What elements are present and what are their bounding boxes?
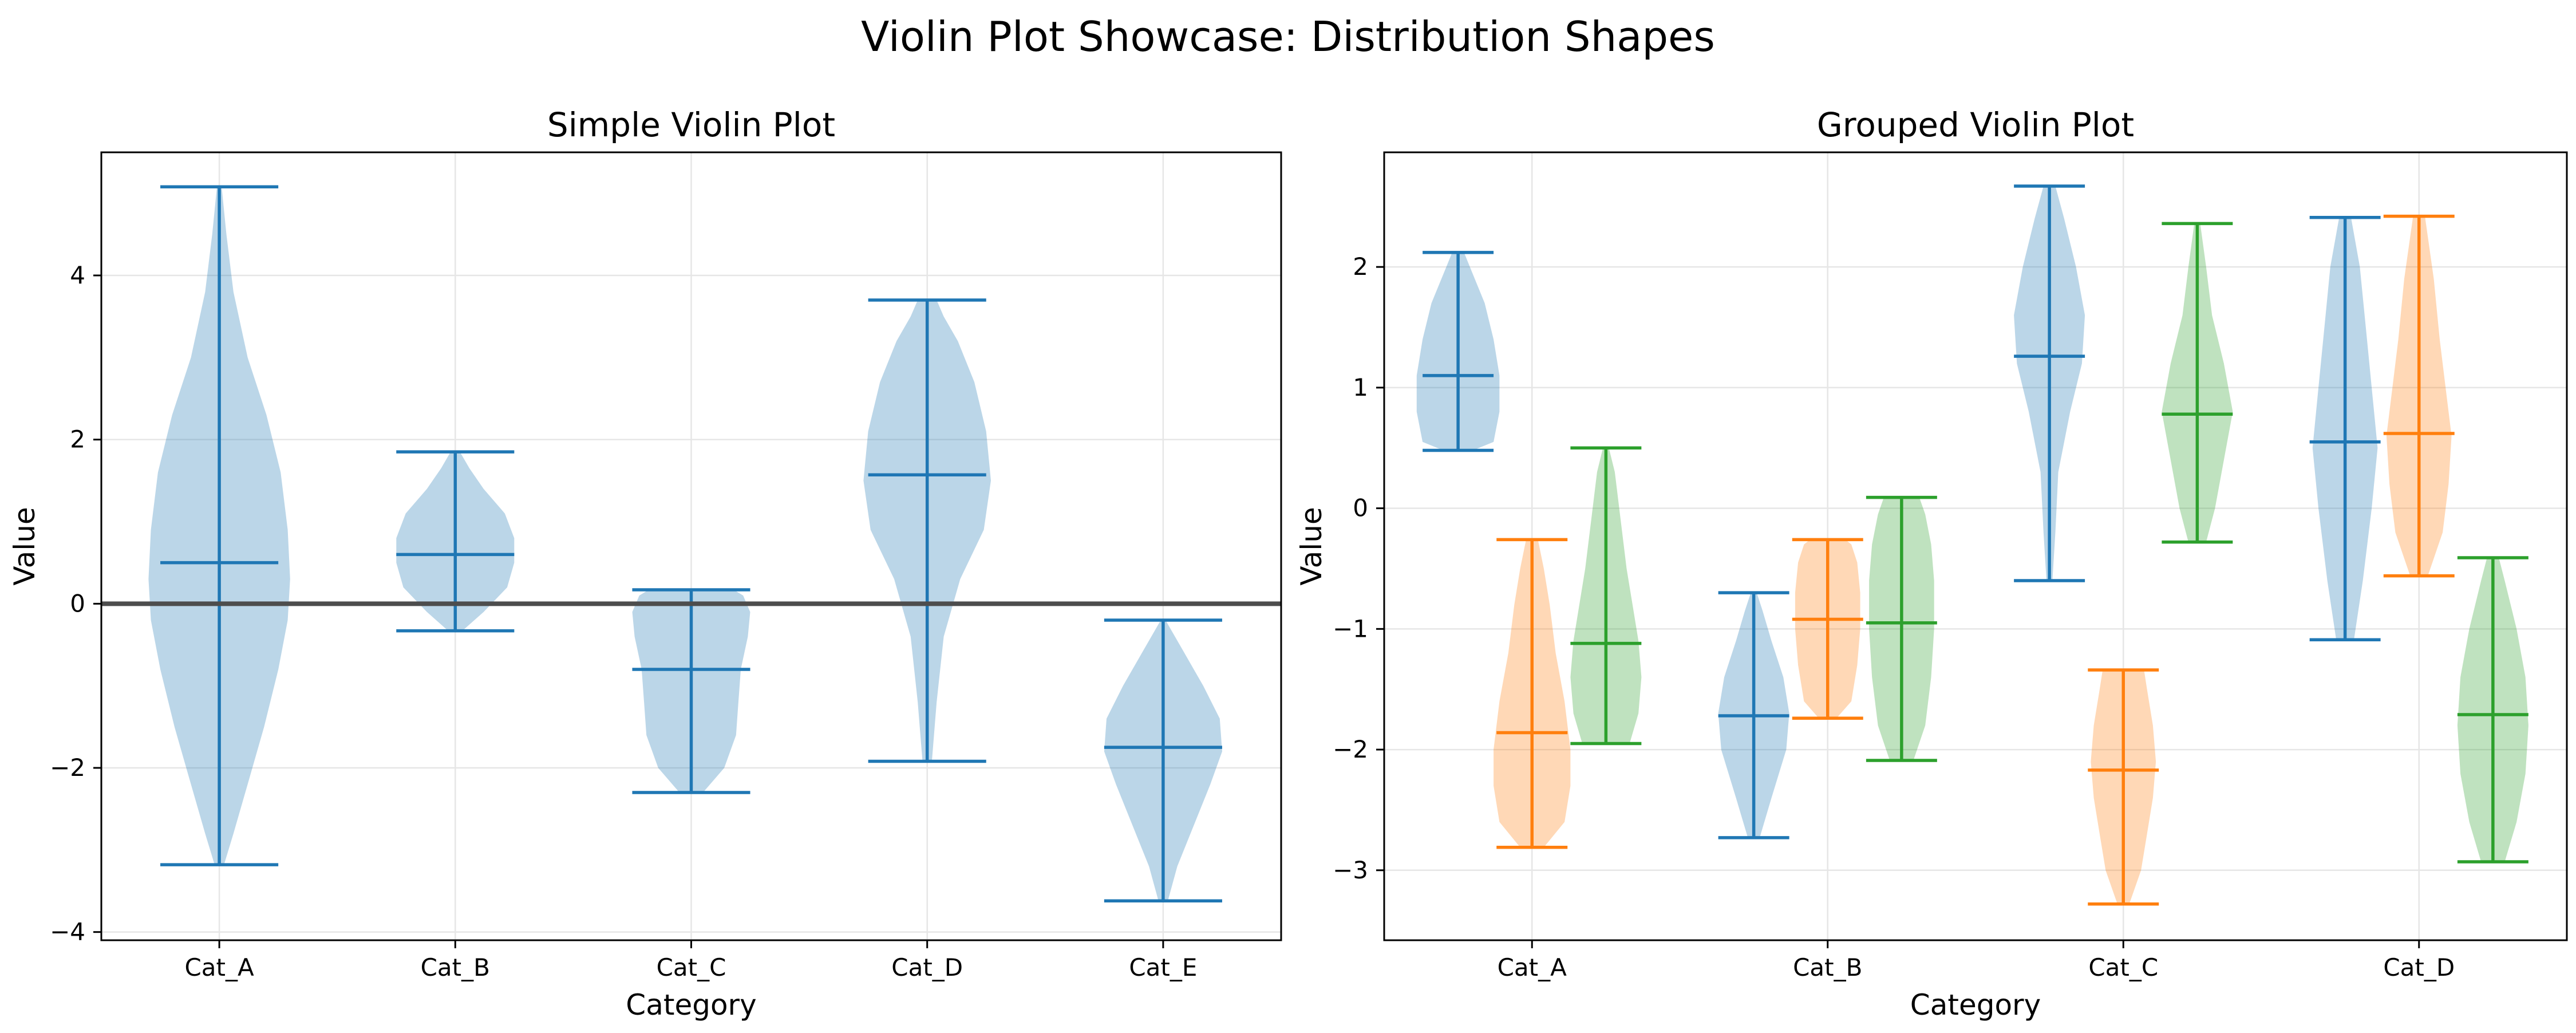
y-tick-label: −1 [1333, 614, 1368, 642]
y-tick-label: 0 [1353, 494, 1368, 522]
y-tick-label: 2 [70, 425, 85, 454]
x-tick-label: Cat_A [184, 953, 254, 981]
x-tick-label: Cat_A [1498, 953, 1567, 981]
x-tick-label: Cat_C [657, 953, 726, 981]
x-tick-label: Cat_B [421, 953, 490, 981]
y-axis-label: Value [1295, 507, 1328, 585]
y-tick-label: −2 [50, 754, 85, 782]
y-axis-label: Value [8, 507, 41, 585]
x-tick-label: Cat_E [1129, 953, 1197, 981]
subplot-title: Simple Violin Plot [547, 105, 835, 144]
subplot-title: Grouped Violin Plot [1817, 105, 2134, 144]
x-axis-label: Category [626, 988, 756, 1022]
x-tick-label: Cat_D [891, 953, 963, 981]
x-tick-label: Cat_D [2383, 953, 2455, 981]
y-tick-label: 0 [70, 589, 85, 617]
y-tick-label: −3 [1333, 856, 1368, 884]
simple-violin-panel: −4 −2 0 2 4 Cat_A Cat_B Cat_C Cat_D Cat_E Simple V… [8, 105, 1282, 1022]
figure-title: Violin Plot Showcase: Distribution Shape… [861, 13, 1715, 61]
y-tick-label: −4 [50, 918, 85, 946]
x-tick-label: Cat_C [2088, 953, 2158, 981]
x-axis-label: Category [1910, 988, 2041, 1022]
y-tick-label: 2 [1353, 253, 1368, 281]
y-tick-label: 4 [70, 261, 85, 289]
x-tick-label: Cat_B [1793, 953, 1862, 981]
y-tick-label: −2 [1333, 735, 1368, 763]
axes-frame [1383, 151, 2568, 941]
y-tick-label: 1 [1353, 373, 1368, 401]
grouped-violin-panel: −3 −2 −1 0 1 2 Cat_A Cat_B Cat_C Cat_D Grouped Vio… [1295, 105, 2568, 1022]
